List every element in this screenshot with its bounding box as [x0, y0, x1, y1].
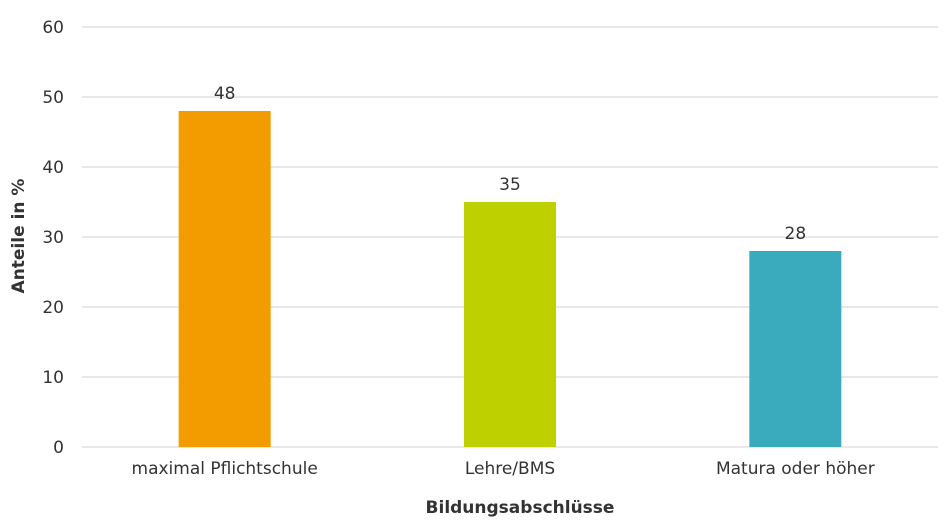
- data-label: 28: [785, 224, 807, 244]
- data-label: 35: [499, 175, 521, 195]
- y-tick-label: 0: [53, 438, 64, 458]
- x-category-label: Matura oder höher: [716, 459, 875, 479]
- bar: [749, 251, 842, 447]
- y-tick-label: 20: [42, 298, 64, 318]
- x-category-label: Lehre/BMS: [465, 459, 555, 479]
- x-axis-categories: maximal Pflichtschule Lehre/BMS Matura ode…: [132, 459, 875, 479]
- y-axis-ticks: 0 10 20 30 40 50 60: [42, 18, 64, 458]
- bar: [464, 202, 556, 447]
- bars: [178, 111, 842, 447]
- bar: [178, 111, 271, 447]
- x-category-label: maximal Pflichtschule: [132, 459, 318, 479]
- y-tick-label: 30: [42, 228, 64, 248]
- x-axis-title: Bildungsabschlüsse: [426, 498, 615, 518]
- y-tick-label: 40: [42, 158, 64, 178]
- y-tick-label: 10: [42, 368, 64, 388]
- y-tick-label: 50: [42, 88, 64, 108]
- y-axis-title: Anteile in %: [9, 179, 29, 294]
- data-label: 48: [214, 84, 236, 104]
- data-labels: 48 35 28: [214, 84, 806, 244]
- y-tick-label: 60: [42, 18, 64, 38]
